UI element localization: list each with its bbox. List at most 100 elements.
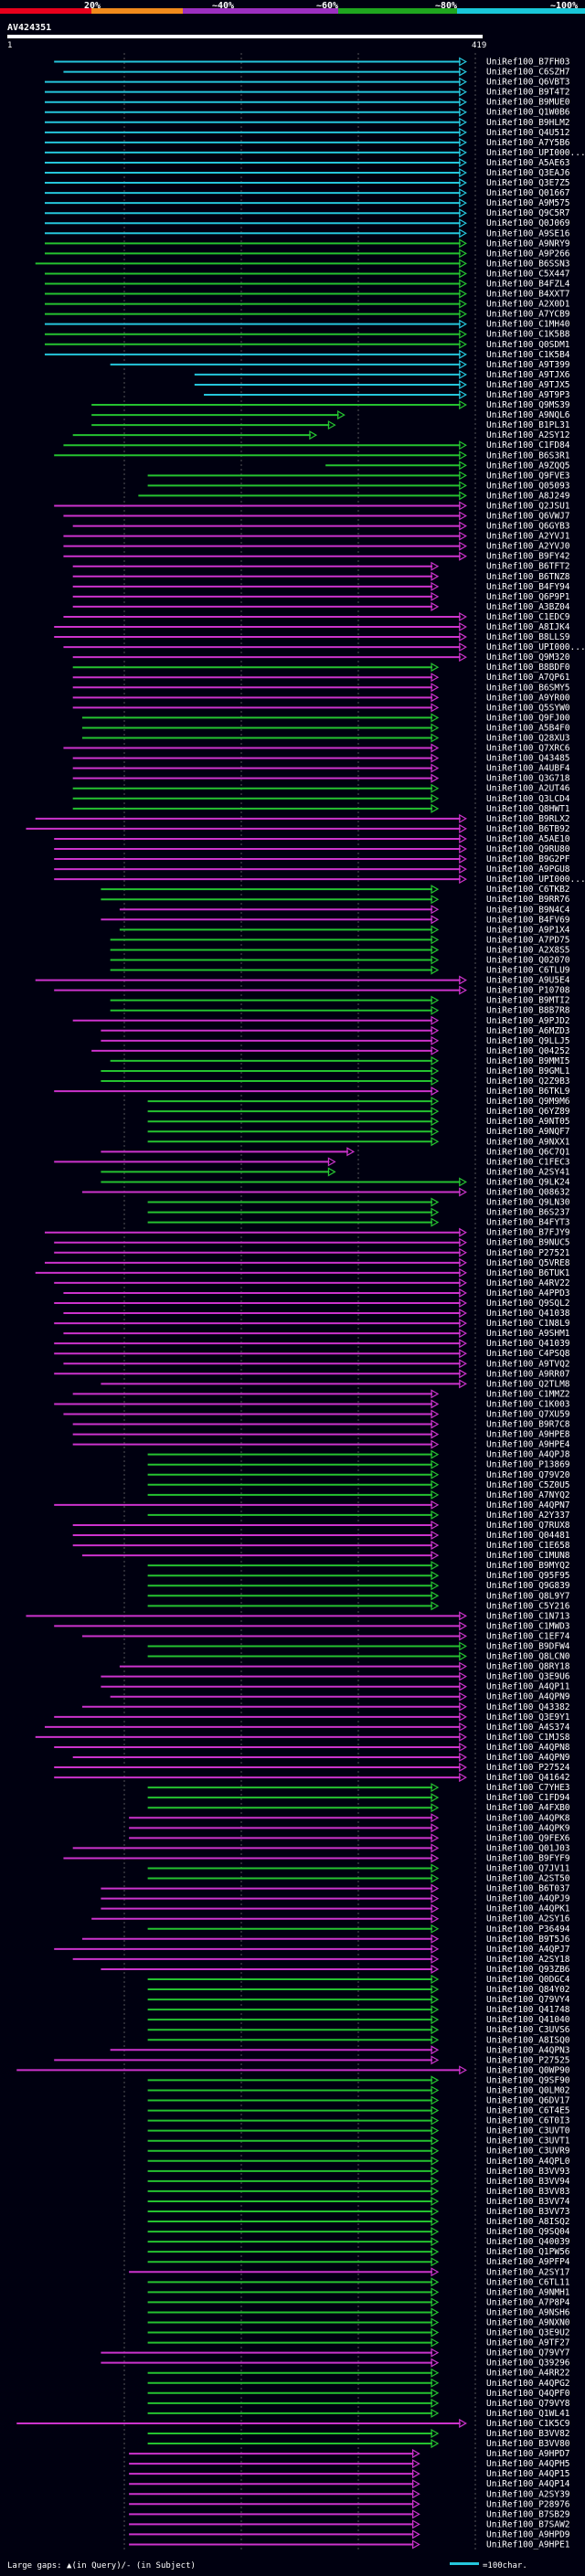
alignment-label[interactable]: UniRef100_A7P8P4 [486, 2297, 570, 2307]
alignment-row[interactable]: UniRef100_A9P1X4 [119, 925, 570, 935]
alignment-label[interactable]: UniRef100_Q2Z9B3 [486, 1076, 570, 1087]
alignment-row[interactable]: UniRef100_A7P8P4 [147, 2297, 570, 2307]
alignment-label[interactable]: UniRef100_A4QPG2 [486, 2379, 570, 2389]
alignment-label[interactable]: UniRef100_A9P266 [486, 249, 570, 259]
alignment-label[interactable]: UniRef100_A9SE16 [486, 228, 570, 239]
alignment-row[interactable]: UniRef100_Q84Y02 [147, 1984, 570, 1995]
alignment-label[interactable]: UniRef100_Q7XRC6 [486, 744, 570, 754]
alignment-row[interactable]: UniRef100_C6T0I3 [147, 2115, 570, 2126]
alignment-label[interactable]: UniRef100_A9HPD9 [486, 2529, 570, 2539]
alignment-row[interactable]: UniRef100_A6MZD3 [101, 1025, 570, 1036]
alignment-row[interactable]: UniRef100_P27525 [54, 2055, 570, 2065]
alignment-label[interactable]: UniRef100_B4FYT3 [486, 1218, 570, 1228]
alignment-row[interactable]: UniRef100_Q1PW56 [147, 2247, 570, 2257]
alignment-row[interactable]: UniRef100_B9FYF9 [63, 1853, 570, 1863]
alignment-label[interactable]: UniRef100_Q79V20 [486, 1470, 570, 1480]
alignment-row[interactable]: UniRef100_A9HPD7 [129, 2449, 570, 2459]
alignment-label[interactable]: UniRef100_A9NSH6 [486, 2307, 570, 2317]
alignment-row[interactable]: UniRef100_B9RLX2 [35, 813, 570, 824]
alignment-label[interactable]: UniRef100_B9GML1 [486, 1066, 570, 1076]
alignment-label[interactable]: UniRef100_Q7JV11 [486, 1863, 570, 1873]
alignment-row[interactable]: UniRef100_C6TL11 [147, 2277, 570, 2287]
alignment-row[interactable]: UniRef100_A9M575 [44, 198, 570, 208]
alignment-label[interactable]: UniRef100_Q41040 [486, 2015, 570, 2025]
alignment-row[interactable]: UniRef100_B7SAW2 [129, 2519, 570, 2529]
alignment-row[interactable]: UniRef100_C1MWD3 [54, 1621, 570, 1631]
alignment-label[interactable]: UniRef100_A4QP11 [486, 1682, 570, 1692]
alignment-row[interactable]: UniRef100_Q3E7Z5 [44, 178, 570, 188]
alignment-label[interactable]: UniRef100_Q9MS39 [486, 400, 570, 410]
alignment-label[interactable]: UniRef100_P28976 [486, 2499, 570, 2509]
alignment-row[interactable]: UniRef100_A9TJX5 [194, 379, 570, 390]
alignment-label[interactable]: UniRef100_Q6C7Q1 [486, 1147, 570, 1157]
alignment-label[interactable]: UniRef100_A2SY16 [486, 1914, 570, 1924]
alignment-row[interactable]: UniRef100_UPI000... [63, 642, 585, 652]
alignment-label[interactable]: UniRef100_Q3E9Y1 [486, 1712, 570, 1723]
alignment-row[interactable]: UniRef100_B3VV74 [147, 2196, 570, 2207]
alignment-row[interactable]: UniRef100_B9NUC5 [54, 1237, 570, 1248]
alignment-label[interactable]: UniRef100_C1MWD3 [486, 1621, 570, 1631]
alignment-label[interactable]: UniRef100_B3VV80 [486, 2439, 570, 2449]
alignment-label[interactable]: UniRef100_B6TFT2 [486, 562, 570, 572]
alignment-label[interactable]: UniRef100_B7SB29 [486, 2509, 570, 2519]
alignment-row[interactable]: UniRef100_A9ZQQ5 [325, 461, 570, 471]
alignment-row[interactable]: UniRef100_C1K5B4 [44, 349, 570, 360]
alignment-label[interactable]: UniRef100_B9T5J6 [486, 1935, 570, 1945]
alignment-row[interactable]: UniRef100_A2X8S5 [110, 945, 570, 955]
alignment-label[interactable]: UniRef100_A9NQL6 [486, 410, 570, 420]
alignment-row[interactable]: UniRef100_Q2JSU1 [54, 501, 570, 511]
alignment-label[interactable]: UniRef100_Q01J03 [486, 1843, 570, 1853]
alignment-label[interactable]: UniRef100_Q9SQ04 [486, 2227, 570, 2237]
alignment-row[interactable]: UniRef100_Q9FEX6 [129, 1833, 570, 1843]
alignment-label[interactable]: UniRef100_Q5VRE8 [486, 1258, 570, 1268]
alignment-row[interactable]: UniRef100_Q5SYW0 [72, 703, 570, 713]
alignment-row[interactable]: UniRef100_A2Y337 [147, 1510, 570, 1521]
alignment-row[interactable]: UniRef100_C1K003 [54, 1399, 570, 1409]
alignment-label[interactable]: UniRef100_A9TF27 [486, 2338, 570, 2348]
alignment-label[interactable]: UniRef100_C1MUN8 [486, 1551, 570, 1561]
alignment-row[interactable]: UniRef100_A9YR00 [72, 693, 570, 703]
alignment-row[interactable]: UniRef100_Q7RUX8 [72, 1520, 570, 1531]
alignment-label[interactable]: UniRef100_Q3E7Z5 [486, 178, 570, 188]
alignment-row[interactable]: UniRef100_Q6GYB3 [72, 521, 570, 532]
alignment-label[interactable]: UniRef100_Q79VY8 [486, 2399, 570, 2409]
alignment-row[interactable]: UniRef100_Q08632 [81, 1187, 570, 1198]
alignment-row[interactable]: UniRef100_C1K5B8 [44, 329, 570, 340]
alignment-row[interactable]: UniRef100_C5X447 [44, 269, 570, 279]
alignment-label[interactable]: UniRef100_B8LLS9 [486, 632, 570, 642]
alignment-row[interactable]: UniRef100_P27521 [54, 1247, 570, 1258]
alignment-row[interactable]: UniRef100_A4QPK9 [129, 1823, 570, 1833]
alignment-label[interactable]: UniRef100_Q6VWJ7 [486, 512, 570, 522]
alignment-row[interactable]: UniRef100_A2SY39 [129, 2489, 570, 2499]
alignment-row[interactable]: UniRef100_Q41040 [147, 2015, 570, 2025]
alignment-label[interactable]: UniRef100_A4QPJ7 [486, 1945, 570, 1955]
alignment-row[interactable]: UniRef100_A4QPN7 [54, 1500, 570, 1511]
alignment-label[interactable]: UniRef100_A4QPN3 [486, 2045, 570, 2055]
alignment-row[interactable]: UniRef100_Q6C7Q1 [101, 1147, 570, 1157]
alignment-row[interactable]: UniRef100_C1EDC9 [63, 611, 570, 622]
alignment-label[interactable]: UniRef100_P27525 [486, 2055, 570, 2065]
alignment-label[interactable]: UniRef100_B9MMI5 [486, 1056, 570, 1066]
alignment-row[interactable]: UniRef100_C1EF74 [81, 1631, 570, 1641]
alignment-label[interactable]: UniRef100_C1N8L9 [486, 1319, 570, 1329]
alignment-row[interactable]: UniRef100_Q41642 [54, 1773, 570, 1783]
alignment-label[interactable]: UniRef100_A4S374 [486, 1723, 570, 1733]
alignment-label[interactable]: UniRef100_A9PGU8 [486, 864, 570, 875]
alignment-label[interactable]: UniRef100_C3UVR9 [486, 2147, 570, 2157]
alignment-row[interactable]: UniRef100_Q5VRE8 [44, 1257, 570, 1268]
alignment-row[interactable]: UniRef100_B3VV82 [147, 2428, 570, 2439]
alignment-row[interactable]: UniRef100_Q39296 [101, 2358, 570, 2369]
alignment-row[interactable]: UniRef100_A9RR07 [54, 1369, 570, 1379]
alignment-label[interactable]: UniRef100_A4QPN9 [486, 1692, 570, 1702]
alignment-row[interactable]: UniRef100_A9HPD9 [129, 2529, 570, 2539]
alignment-row[interactable]: UniRef100_B6S237 [147, 1207, 570, 1218]
alignment-label[interactable]: UniRef100_B1PL31 [486, 420, 570, 430]
alignment-label[interactable]: UniRef100_B6S3R1 [486, 451, 570, 461]
alignment-label[interactable]: UniRef100_A4QPJ9 [486, 1894, 570, 1904]
query-bar[interactable] [7, 35, 483, 38]
alignment-label[interactable]: UniRef100_A4QPK1 [486, 1904, 570, 1914]
alignment-label[interactable]: UniRef100_Q6DV17 [486, 2096, 570, 2106]
alignment-row[interactable]: UniRef100_Q8LCN0 [147, 1651, 570, 1662]
alignment-label[interactable]: UniRef100_A4RR22 [486, 2369, 570, 2379]
alignment-label[interactable]: UniRef100_A9T9P3 [486, 390, 570, 400]
